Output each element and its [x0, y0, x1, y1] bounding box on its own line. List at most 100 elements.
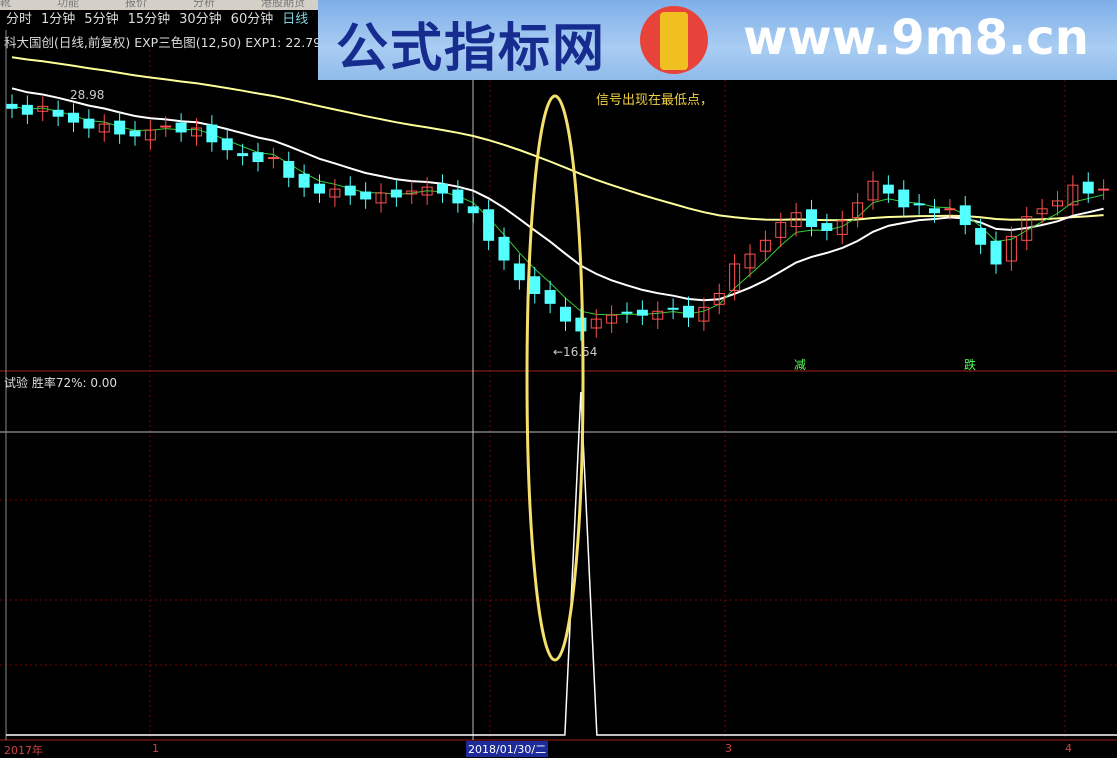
watermark-url: www.9m8.cn	[743, 10, 1089, 66]
candle	[329, 188, 341, 198]
candle	[775, 222, 787, 238]
candle	[68, 112, 79, 123]
candle	[729, 263, 741, 292]
candle	[452, 189, 464, 204]
period-tab[interactable]: 60分钟	[230, 12, 274, 27]
menu-item[interactable]: 港股期货	[261, 0, 305, 9]
candle	[1098, 188, 1110, 191]
menu-item[interactable]: 靴	[0, 0, 11, 9]
candle	[175, 122, 187, 133]
period-tab[interactable]: 15分钟	[127, 12, 171, 27]
candle	[636, 309, 648, 316]
candle	[498, 236, 510, 261]
axis-label: 1	[152, 742, 159, 755]
candle	[698, 306, 710, 322]
candle	[406, 190, 418, 195]
candle	[929, 208, 940, 214]
candle	[390, 189, 402, 198]
signal-label: 跌	[964, 358, 977, 372]
candle	[6, 103, 18, 109]
candle	[821, 223, 833, 231]
candle	[1021, 216, 1033, 241]
axis-selected-date: 2018/01/30/二	[466, 741, 549, 757]
candle	[1005, 235, 1017, 262]
period-tab[interactable]: 30分钟	[179, 12, 222, 27]
candle	[806, 209, 817, 228]
candle	[882, 184, 894, 194]
indicator-title: 试验 胜率72%: 0.00	[4, 376, 118, 390]
candle	[513, 263, 525, 281]
ema-slow-line	[11, 56, 1104, 222]
candle	[713, 293, 725, 305]
candle	[560, 306, 571, 322]
watermark-banner: 公式指标网 www.9m8.cn	[318, 0, 1117, 80]
candle	[1082, 181, 1094, 194]
logo-icon	[640, 6, 708, 74]
indicator-line	[6, 391, 1117, 736]
candle	[221, 138, 233, 151]
candle	[836, 220, 848, 235]
candle	[83, 118, 95, 129]
candle	[621, 311, 633, 314]
candle	[375, 192, 387, 204]
candle	[529, 276, 541, 295]
candle	[437, 183, 448, 194]
candle	[144, 129, 156, 141]
candle	[114, 120, 126, 135]
signal-label: 减	[794, 358, 807, 372]
main-title-text: 科大国创(日线,前复权) EXP三色图(12,50) EXP1: 22.79	[4, 35, 322, 50]
annotation-text: 信号出现在最低点，	[596, 93, 714, 108]
candle	[237, 153, 249, 157]
candle	[744, 253, 756, 269]
candle	[852, 202, 864, 219]
candle	[790, 212, 802, 228]
candle	[206, 124, 218, 143]
candle	[990, 240, 1002, 265]
candle	[867, 180, 879, 201]
candle	[98, 123, 110, 133]
candle	[759, 239, 771, 252]
candle	[1067, 184, 1079, 206]
candle	[252, 152, 264, 163]
candle	[421, 186, 433, 196]
candle	[606, 314, 618, 324]
candle	[913, 203, 925, 206]
candle	[37, 105, 49, 112]
candle	[314, 183, 325, 194]
candle	[298, 173, 310, 188]
candle	[575, 317, 587, 332]
candle	[944, 208, 956, 211]
watermark-cn: 公式指标网	[336, 19, 607, 79]
period-tab[interactable]: 1分钟	[41, 12, 76, 27]
candle	[975, 227, 987, 245]
candle	[467, 206, 479, 214]
candle	[129, 130, 141, 137]
menu-item[interactable]: 功能	[57, 0, 79, 9]
period-tab[interactable]: 分时	[6, 12, 33, 27]
candle	[483, 209, 495, 241]
low-price-label: ←16.54	[553, 345, 598, 359]
candle	[683, 305, 694, 318]
candle	[959, 205, 971, 226]
candle	[1036, 208, 1048, 215]
ema-fast-line	[11, 87, 1104, 302]
period-tab[interactable]: 5分钟	[84, 12, 119, 27]
candle	[898, 189, 910, 208]
candle	[544, 290, 556, 304]
candle	[52, 109, 64, 117]
candle	[267, 157, 279, 160]
axis-label: 4	[1065, 742, 1072, 755]
candle	[360, 191, 372, 200]
menu-item[interactable]: 报价	[125, 0, 147, 9]
menu-item[interactable]: 分析	[193, 0, 215, 9]
axis-label: 3	[725, 742, 732, 755]
candle	[283, 161, 295, 178]
period-tab[interactable]: 日线	[282, 12, 309, 27]
candle	[652, 310, 664, 320]
candle	[590, 318, 602, 329]
candle	[191, 127, 202, 137]
candle	[21, 104, 33, 115]
high-price-label: 28.98	[70, 88, 105, 102]
candle	[1052, 200, 1063, 207]
